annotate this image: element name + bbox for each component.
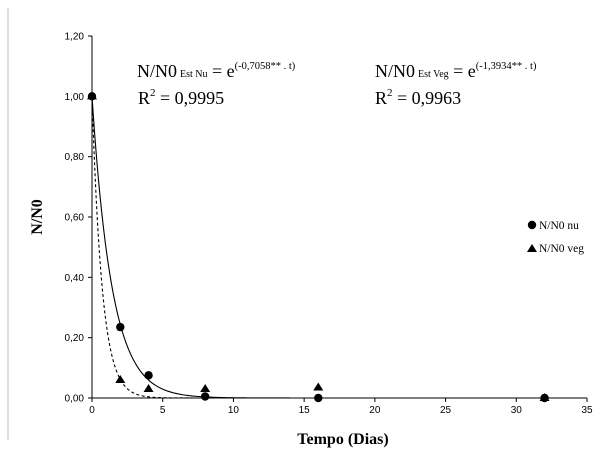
- data-point-veg: [143, 383, 154, 392]
- data-point-veg: [200, 383, 211, 392]
- y-axis-title: N/N0: [29, 199, 46, 235]
- fit-curves: [91, 96, 290, 399]
- data-point-nu: [200, 392, 210, 401]
- data-point-nu: [144, 371, 153, 380]
- x-tick-label: 25: [440, 405, 452, 416]
- data-point-veg: [313, 382, 324, 391]
- legend: N/N0 nu N/N0 veg: [527, 220, 584, 255]
- equation-veg-lhs: N/N0: [375, 61, 415, 81]
- x-tick-label: 0: [89, 405, 95, 416]
- x-tick-label: 5: [160, 405, 166, 416]
- r2-veg-prefix: R: [375, 88, 387, 108]
- r2-nu-exponent: 2: [150, 87, 156, 99]
- equation-nu: N/N0 Est Nu = e(-0,7058** . t): [137, 61, 296, 81]
- data-point-veg: [539, 393, 550, 402]
- y-tick-label: 1,00: [65, 92, 85, 103]
- r2-veg-exponent: 2: [387, 87, 393, 99]
- fit-curve-veg: [91, 96, 227, 399]
- equation-nu-mid: = e: [208, 61, 235, 81]
- r2-nu-prefix: R: [138, 88, 150, 108]
- legend-marker-nu: [527, 220, 537, 230]
- fit-curve-nu: [91, 96, 290, 399]
- x-tick-label: 20: [369, 405, 381, 416]
- equation-nu-exponent: (-0,7058** . t): [235, 61, 296, 72]
- y-tick-label: 0,40: [65, 273, 85, 284]
- y-tick-label: 1,20: [65, 32, 85, 43]
- x-tick-label: 10: [228, 405, 240, 416]
- r2-veg: R2 = 0,9963: [375, 87, 461, 108]
- y-tick-label: 0,00: [65, 394, 85, 405]
- x-tick-label: 15: [299, 405, 311, 416]
- data-point-veg: [87, 91, 97, 100]
- equation-veg-mid: = e: [449, 61, 476, 81]
- y-tick-label: 0,60: [65, 213, 85, 224]
- axes: 0 5 10 15 20 25 30 35 0,00 0,20 0,40 0,60 0,80 1,00 1,…: [65, 32, 593, 417]
- equation-veg-exponent: (-1,3934** . t): [476, 61, 537, 72]
- x-tick-label: 30: [511, 405, 523, 416]
- legend-label-veg: N/N0 veg: [539, 243, 584, 255]
- legend-label-nu: N/N0 nu: [539, 220, 579, 232]
- equation-nu-lhs: N/N0: [137, 61, 177, 81]
- x-axis-title: Tempo (Dias): [297, 431, 388, 448]
- equation-nu-subscript: Est Nu: [180, 69, 208, 80]
- r2-veg-value: = 0,9963: [393, 88, 462, 108]
- y-tick-label: 0,80: [65, 152, 85, 163]
- data-point-veg: [115, 374, 126, 383]
- data-point-nu: [314, 393, 323, 403]
- y-tick-label: 0,20: [65, 333, 85, 344]
- r2-nu: R2 = 0,9995: [138, 87, 224, 108]
- equation-veg-subscript: Est Veg: [418, 69, 449, 80]
- x-tick-label: 35: [581, 405, 593, 416]
- legend-marker-veg: [527, 244, 537, 252]
- equation-veg: N/N0 Est Veg = e(-1,3934** . t): [375, 61, 537, 81]
- data-points: [87, 91, 550, 403]
- r2-nu-value: = 0,9995: [156, 88, 225, 108]
- data-point-nu: [116, 322, 125, 332]
